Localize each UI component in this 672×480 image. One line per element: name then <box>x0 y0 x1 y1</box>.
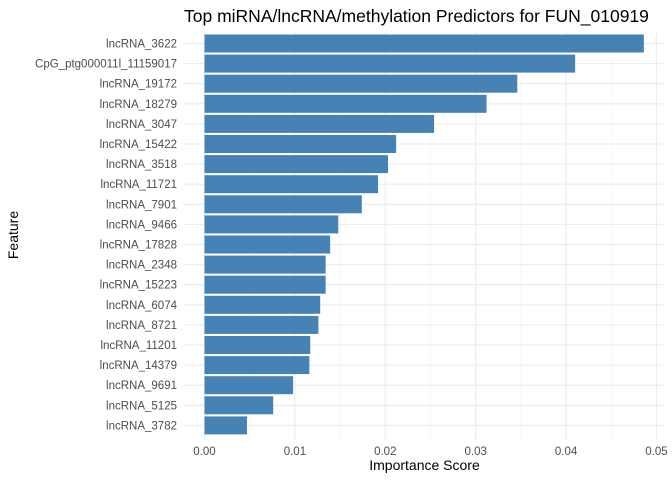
y-tick-label: lncRNA_5125 <box>106 400 177 412</box>
bar <box>204 135 397 153</box>
x-tick-label: 0.01 <box>284 446 306 458</box>
y-tick-label: lncRNA_3047 <box>106 119 177 131</box>
bar <box>204 195 362 214</box>
bar <box>204 315 319 334</box>
bar <box>204 175 379 194</box>
bar <box>204 255 326 274</box>
bar <box>204 74 518 93</box>
y-tick-label: lncRNA_9691 <box>106 380 177 392</box>
y-tick-label: lncRNA_19172 <box>100 79 177 91</box>
y-tick-label: lncRNA_3782 <box>106 420 177 432</box>
bar <box>204 155 389 174</box>
bar <box>204 295 321 314</box>
bar <box>204 356 310 375</box>
y-tick-label: lncRNA_11201 <box>100 340 177 352</box>
y-axis-title: Feature <box>5 211 21 259</box>
x-tick-label: 0.05 <box>645 446 667 458</box>
y-tick-label: lncRNA_2348 <box>106 260 177 272</box>
y-axis-tick-labels: lncRNA_3622 CpG_ptg000011l_11159017 lncRNA… <box>35 39 178 433</box>
bar <box>204 235 331 254</box>
bar <box>204 396 274 415</box>
bar <box>204 114 435 133</box>
bar <box>204 54 576 73</box>
y-tick-label: lncRNA_15223 <box>100 280 177 292</box>
y-tick-label: lncRNA_18279 <box>100 99 177 111</box>
y-tick-label: lncRNA_8721 <box>106 320 177 332</box>
x-tick-label: 0.00 <box>193 446 215 458</box>
x-tick-label: 0.04 <box>555 446 578 458</box>
x-axis-title: Importance Score <box>369 457 480 473</box>
bar <box>204 376 294 395</box>
chart-title: Top miRNA/lncRNA/methylation Predictors … <box>184 6 649 27</box>
bar <box>204 34 644 53</box>
bar <box>204 336 311 354</box>
y-tick-label: lncRNA_15422 <box>100 139 177 151</box>
y-tick-label: lncRNA_3518 <box>106 159 177 171</box>
x-axis-tick-labels: 0.00 0.01 0.02 0.03 0.04 0.05 <box>193 446 667 458</box>
bars <box>204 34 644 435</box>
bar <box>204 275 326 294</box>
y-tick-label: lncRNA_3622 <box>106 39 177 51</box>
y-tick-label: lncRNA_17828 <box>100 240 177 252</box>
y-tick-label: CpG_ptg000011l_11159017 <box>35 59 177 71</box>
y-tick-label: lncRNA_6074 <box>106 300 178 312</box>
x-tick-label: 0.03 <box>465 446 487 458</box>
y-tick-label: lncRNA_9466 <box>106 219 177 231</box>
y-tick-label: lncRNA_14379 <box>100 360 177 372</box>
y-tick-label: lncRNA_7901 <box>106 199 177 211</box>
bar <box>204 94 487 113</box>
y-tick-label: lncRNA_11721 <box>100 179 177 191</box>
bar <box>204 416 247 435</box>
bar <box>204 215 339 234</box>
x-tick-label: 0.02 <box>374 446 396 458</box>
